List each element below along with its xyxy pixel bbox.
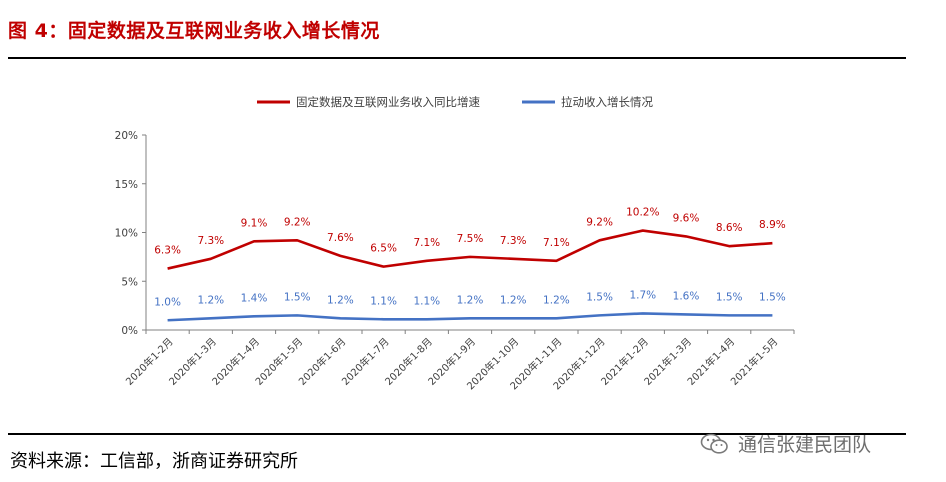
top-rule <box>8 57 906 59</box>
data-label: 1.5% <box>759 291 786 303</box>
series-line-2 <box>167 312 773 322</box>
data-label: 7.1% <box>413 237 440 249</box>
data-label: 6.5% <box>370 243 397 255</box>
data-label: 9.2% <box>284 216 311 228</box>
data-label: 9.6% <box>673 212 700 224</box>
y-tick-label: 20% <box>115 130 138 142</box>
watermark-text: 通信张建民团队 <box>738 434 872 456</box>
data-label: 6.3% <box>154 245 181 257</box>
legend-label-series2: 拉动收入增长情况 <box>561 95 653 109</box>
watermark: 通信张建民团队 <box>700 430 871 457</box>
data-label: 1.0% <box>154 296 181 308</box>
data-label: 7.6% <box>327 232 354 244</box>
bottom-rule <box>8 433 906 435</box>
data-label: 10.2% <box>626 207 659 219</box>
y-tick-label: 5% <box>121 276 138 288</box>
wechat-icon <box>700 433 728 454</box>
data-label: 1.2% <box>197 294 224 306</box>
data-label: 1.2% <box>500 294 527 306</box>
y-tick-label: 15% <box>115 179 138 191</box>
data-label: 1.1% <box>370 295 397 307</box>
data-label: 7.5% <box>457 233 484 245</box>
data-label: 7.3% <box>500 235 527 247</box>
data-label: 1.2% <box>457 294 484 306</box>
y-tick-label: 10% <box>115 228 138 240</box>
data-label: 9.1% <box>241 217 268 229</box>
y-tick-label: 0% <box>121 325 138 337</box>
data-label: 7.3% <box>197 235 224 247</box>
data-label: 1.2% <box>543 294 570 306</box>
data-label: 1.4% <box>241 292 268 304</box>
data-label: 1.1% <box>413 295 440 307</box>
figure-title: 图 4：固定数据及互联网业务收入增长情况 <box>8 20 380 42</box>
data-label: 8.6% <box>716 222 743 234</box>
legend-label-series1: 固定数据及互联网业务收入同比增速 <box>296 95 480 109</box>
legend: 固定数据及互联网业务收入同比增速 拉动收入增长情况 <box>257 95 653 109</box>
data-label: 1.5% <box>716 291 743 303</box>
data-label: 8.9% <box>759 219 786 231</box>
data-label: 1.5% <box>586 291 613 303</box>
data-label: 1.2% <box>327 294 354 306</box>
data-label: 9.2% <box>586 216 613 228</box>
source-note: 资料来源：工信部，浙商证券研究所 <box>10 451 298 472</box>
data-label: 7.1% <box>543 237 570 249</box>
data-label: 1.7% <box>629 289 656 301</box>
data-label: 1.5% <box>284 291 311 303</box>
series-line-1 <box>167 229 773 270</box>
line-chart: 固定数据及互联网业务收入同比增速 拉动收入增长情况 0%5%10%15%20% … <box>115 95 795 392</box>
data-label: 1.6% <box>673 290 700 302</box>
